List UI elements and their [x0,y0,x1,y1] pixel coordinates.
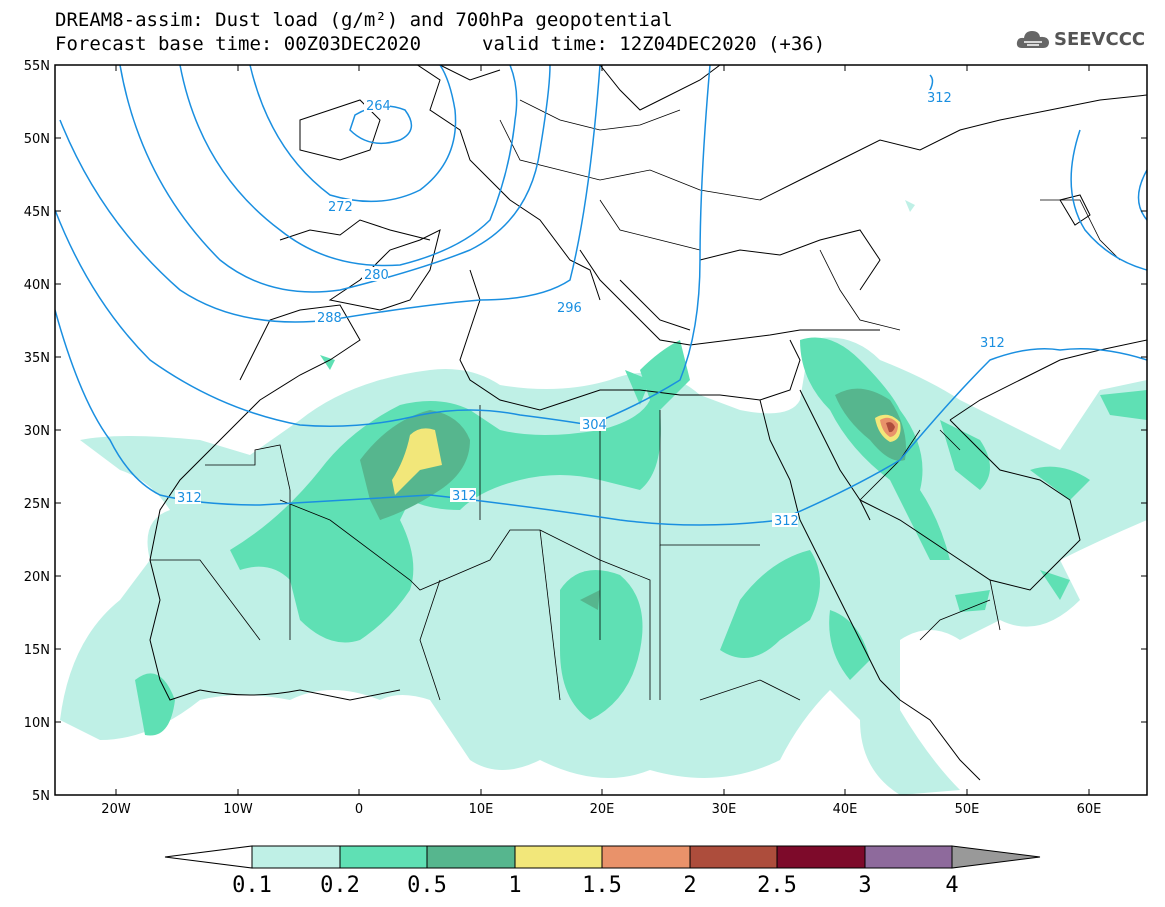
lon-label: 0 [355,802,363,817]
colorbar-label: 0.1 [232,873,272,898]
seevccc-logo: SEEVCCC [1016,28,1145,50]
colorbar-swatch [514,845,603,869]
colorbar-label: 0.5 [407,873,447,898]
lon-label: 30E [712,802,737,817]
lat-label: 10N [24,716,50,731]
forecast-base-time: Forecast base time: 00Z03DEC2020 [55,33,422,55]
colorbar-high-arrow [951,845,1041,869]
colorbar-label: 1.5 [582,873,622,898]
cloud-icon [1016,31,1049,48]
contour-label-264: 264 [366,99,391,114]
contour-label-312-b: 312 [452,489,477,504]
latitude-labels: 55N 50N 45N 40N 35N 30N 25N 20N 15N 10N … [24,59,50,804]
lon-label: 10E [469,802,494,817]
lat-label: 40N [24,278,50,293]
contour-label-288: 288 [317,311,342,326]
lat-label: 30N [24,424,50,439]
lat-label: 15N [24,643,50,658]
lat-label: 50N [24,132,50,147]
colorbar-swatch [426,845,516,869]
contour-label-296: 296 [557,301,582,316]
valid-time: valid time: 12Z04DEC2020 (+36) [482,33,826,55]
colorbar-low-arrow [164,845,253,869]
lat-label: 55N [24,59,50,74]
colorbar-swatch [251,845,341,869]
dust-red-layer [886,422,895,433]
lat-label: 35N [24,351,50,366]
contour-label-312-a: 312 [177,491,202,506]
lat-label: 25N [24,497,50,512]
lat-label: 20N [24,570,50,585]
colorbar-label: 1 [508,873,521,898]
contour-label-312-e: 312 [927,91,952,106]
axis-ticks [55,64,1147,796]
contour-label-272: 272 [328,200,353,215]
colorbar-label: 4 [945,873,958,898]
colorbar-label: 2 [683,873,696,898]
longitude-labels: 20W 10W 0 10E 20E 30E 40E 50E 60E [101,802,1101,817]
country-borders [150,99,1121,701]
contour-label-304: 304 [582,418,607,433]
contour-labels: 264 272 280 288 296 304 312 312 312 312 … [175,90,1005,529]
colorbar-swatch [339,845,428,869]
lat-label: 5N [32,789,50,804]
contour-label-312-d: 312 [980,336,1005,351]
colorbar: 0.1 0.2 0.5 1 1.5 2 2.5 3 4 [164,845,1041,898]
colorbar-label: 3 [858,873,871,898]
lon-label: 20E [590,802,615,817]
lon-label: 10W [223,802,253,817]
geopotential-contours [55,65,1147,526]
contour-label-312-c: 312 [774,514,799,529]
colorbar-swatch [864,845,953,869]
lon-label: 60E [1077,802,1102,817]
colorbar-swatch [689,845,778,869]
contour-label-280: 280 [364,268,389,283]
logo-text: SEEVCCC [1054,28,1146,50]
colorbar-label: 0.2 [320,873,360,898]
lon-label: 20W [101,802,131,817]
colorbar-swatch [601,845,691,869]
lon-label: 50E [955,802,980,817]
lat-label: 45N [24,205,50,220]
colorbar-label: 2.5 [757,873,797,898]
colorbar-swatch [776,845,866,869]
map-title: DREAM8-assim: Dust load (g/m²) and 700hP… [55,9,673,31]
lon-label: 40E [833,802,858,817]
